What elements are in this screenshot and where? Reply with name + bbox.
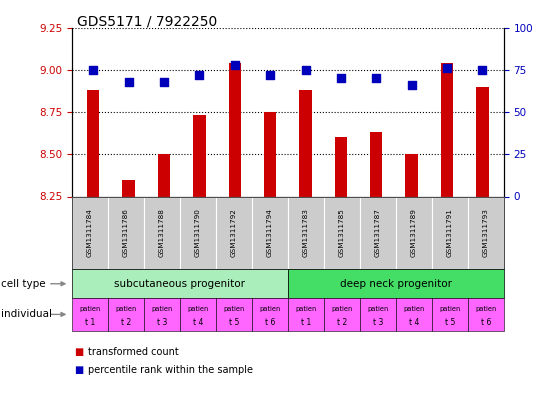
- Text: patien: patien: [187, 306, 208, 312]
- Text: patien: patien: [115, 306, 136, 312]
- Text: t 2: t 2: [337, 318, 347, 327]
- Text: GSM1311791: GSM1311791: [447, 208, 453, 257]
- Point: [443, 65, 451, 71]
- Text: patien: patien: [367, 306, 389, 312]
- Text: patien: patien: [295, 306, 317, 312]
- Text: GSM1311794: GSM1311794: [267, 208, 273, 257]
- Text: t 4: t 4: [409, 318, 419, 327]
- Text: ■: ■: [75, 347, 84, 357]
- Bar: [300, 90, 312, 196]
- Point: [89, 66, 98, 73]
- Text: patien: patien: [403, 306, 424, 312]
- Bar: [406, 154, 418, 196]
- Text: individual: individual: [1, 309, 52, 320]
- Text: GSM1311786: GSM1311786: [123, 208, 129, 257]
- Bar: [123, 180, 135, 196]
- Text: GSM1311787: GSM1311787: [375, 208, 381, 257]
- Text: patien: patien: [223, 306, 245, 312]
- Text: t 1: t 1: [85, 318, 95, 327]
- Text: t 3: t 3: [157, 318, 167, 327]
- Text: t 6: t 6: [481, 318, 491, 327]
- Bar: [264, 112, 276, 196]
- Bar: [87, 90, 99, 196]
- Text: GSM1311792: GSM1311792: [231, 208, 237, 257]
- Text: patien: patien: [151, 306, 173, 312]
- Text: patien: patien: [259, 306, 280, 312]
- Text: GSM1311788: GSM1311788: [159, 208, 165, 257]
- Text: t 6: t 6: [265, 318, 275, 327]
- Text: t 4: t 4: [193, 318, 203, 327]
- Point: [195, 72, 204, 78]
- Point: [372, 75, 381, 81]
- Bar: [477, 86, 489, 196]
- Text: ■: ■: [75, 365, 84, 375]
- Text: patien: patien: [439, 306, 461, 312]
- Text: subcutaneous progenitor: subcutaneous progenitor: [115, 279, 245, 289]
- Text: GSM1311789: GSM1311789: [411, 208, 417, 257]
- Text: GSM1311790: GSM1311790: [195, 208, 201, 257]
- Bar: [158, 154, 170, 196]
- Text: t 5: t 5: [229, 318, 239, 327]
- Text: patien: patien: [331, 306, 352, 312]
- Text: transformed count: transformed count: [88, 347, 179, 357]
- Point: [230, 62, 239, 68]
- Point: [478, 66, 487, 73]
- Text: cell type: cell type: [1, 279, 46, 289]
- Text: t 3: t 3: [373, 318, 383, 327]
- Bar: [441, 63, 453, 196]
- Point: [160, 79, 168, 85]
- Text: t 2: t 2: [121, 318, 131, 327]
- Text: deep neck progenitor: deep neck progenitor: [340, 279, 452, 289]
- Text: GSM1311783: GSM1311783: [303, 208, 309, 257]
- Point: [301, 66, 310, 73]
- Text: percentile rank within the sample: percentile rank within the sample: [88, 365, 253, 375]
- Text: GSM1311784: GSM1311784: [87, 208, 93, 257]
- Text: GDS5171 / 7922250: GDS5171 / 7922250: [77, 15, 217, 29]
- Point: [266, 72, 274, 78]
- Text: t 5: t 5: [445, 318, 455, 327]
- Text: GSM1311793: GSM1311793: [483, 208, 489, 257]
- Bar: [335, 138, 347, 196]
- Text: patien: patien: [79, 306, 101, 312]
- Bar: [193, 116, 206, 196]
- Text: t 1: t 1: [301, 318, 311, 327]
- Point: [407, 82, 416, 88]
- Bar: [370, 132, 383, 196]
- Bar: [229, 63, 241, 196]
- Point: [337, 75, 345, 81]
- Point: [124, 79, 133, 85]
- Text: patien: patien: [475, 306, 496, 312]
- Text: GSM1311785: GSM1311785: [339, 208, 345, 257]
